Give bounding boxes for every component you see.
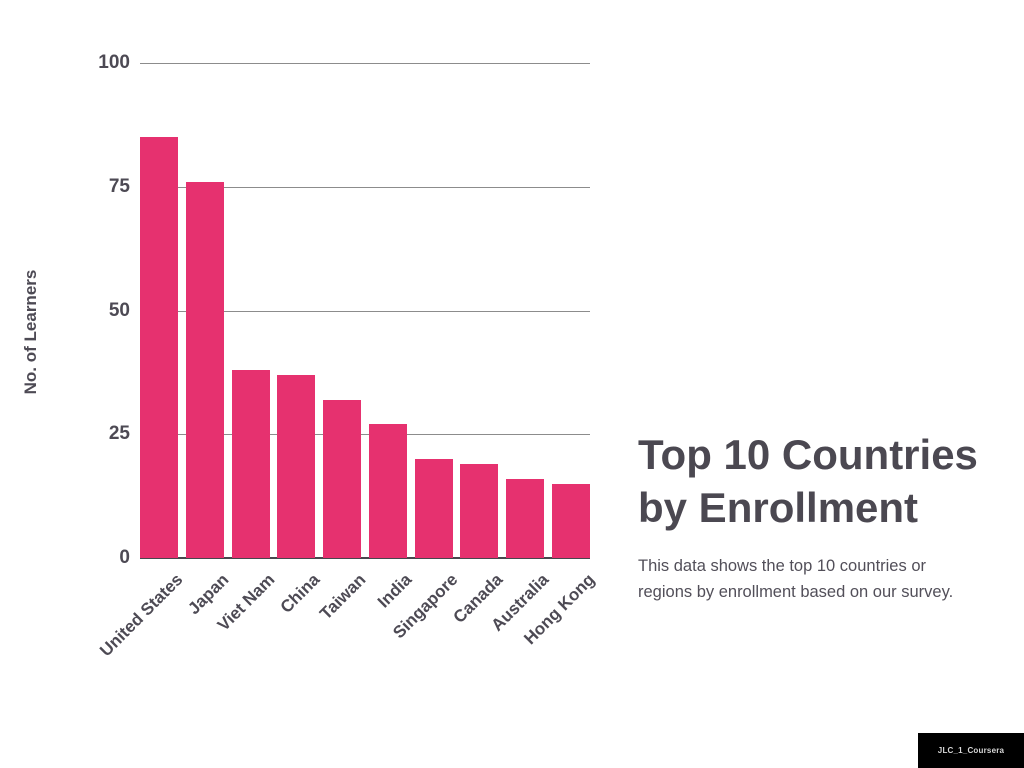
bar-australia (506, 478, 545, 558)
watermark-box: JLC_1_Coursera (918, 733, 1024, 768)
chart-title-line2: by Enrollment (638, 484, 919, 531)
bar-viet-nam (231, 369, 270, 558)
gridline-50 (140, 310, 590, 312)
y-tick-0: 0 (119, 547, 130, 568)
x-label-india: India (373, 570, 416, 612)
x-axis-line (140, 557, 590, 559)
bar-singapore (414, 459, 453, 558)
y-tick-75: 75 (108, 175, 130, 197)
y-tick-50: 50 (108, 299, 130, 321)
bar-japan (185, 181, 224, 558)
chart-title-line1: Top 10 Countries (638, 431, 978, 478)
bar-canada (460, 463, 499, 558)
chart-subtitle-line1: This data shows the top 10 countries or (638, 557, 926, 575)
side-panel: Top 10 Countries by Enrollment This data … (638, 428, 1010, 605)
chart-subtitle-line2: regions by enrollment based on our surve… (638, 583, 954, 601)
chart-title: Top 10 Countries by Enrollment (638, 428, 1010, 534)
bar-taiwan (323, 399, 362, 558)
y-tick-25: 25 (108, 423, 130, 445)
gridline-100 (140, 63, 590, 64)
bar-india (368, 424, 407, 558)
watermark-text: JLC_1_Coursera (937, 746, 1005, 755)
y-tick-100: 100 (98, 52, 130, 73)
bar-china (277, 374, 316, 558)
gridline-75 (140, 186, 590, 188)
x-label-taiwan: Taiwan (316, 570, 370, 624)
x-label-united-states: United States (96, 570, 187, 661)
chart-subtitle: This data shows the top 10 countries or r… (638, 553, 1010, 605)
bar-united-states (140, 137, 178, 558)
bar-hong-kong (552, 483, 591, 558)
gridline-25 (140, 434, 590, 436)
